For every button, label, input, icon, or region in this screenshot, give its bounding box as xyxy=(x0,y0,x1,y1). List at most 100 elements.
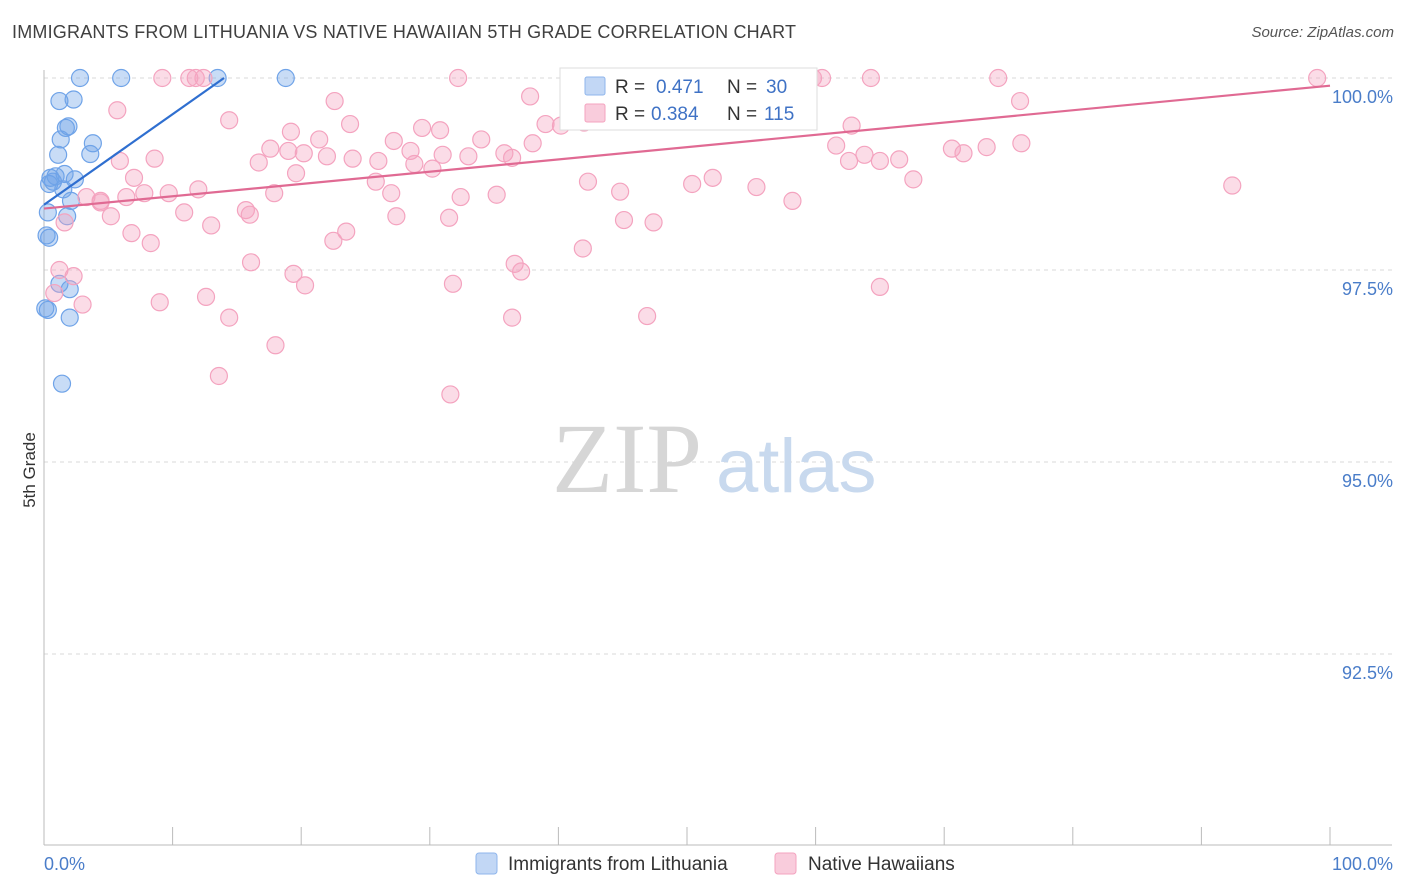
hawaiian-point-43 xyxy=(369,151,388,171)
hawaiian-point-1 xyxy=(180,68,199,88)
hawaiian-point-64 xyxy=(135,184,154,203)
stats-n-value-hawaiian: 115 xyxy=(764,104,794,125)
hawaiian-point-52 xyxy=(954,144,973,163)
stats-r-value-hawaiian: 0.384 xyxy=(651,104,699,125)
hawaiian-point-41 xyxy=(317,147,337,166)
y-tick-label-1: 97.5% xyxy=(1342,279,1393,299)
hawaiian-point-55 xyxy=(145,149,164,168)
hawaiian-point-42 xyxy=(343,149,362,168)
hawaiian-point-106 xyxy=(611,182,630,201)
hawaiian-point-112 xyxy=(683,174,702,194)
hawaiian-point-90 xyxy=(573,239,592,258)
stats-n-label-lithuania: N = xyxy=(727,77,757,98)
x-tick-label-max: 100.0% xyxy=(1332,854,1393,874)
hawaiian-point-93 xyxy=(45,283,64,303)
hawaiian-point-32 xyxy=(472,130,491,149)
hawaiian-point-31 xyxy=(384,131,403,151)
hawaiian-point-80 xyxy=(439,208,459,227)
stats-n-value-lithuania: 30 xyxy=(766,77,787,98)
hawaiian-point-111 xyxy=(286,164,306,183)
chart-title: IMMIGRANTS FROM LITHUANIA VS NATIVE HAWA… xyxy=(12,22,797,42)
stats-legend-swatch-lithuania xyxy=(584,76,606,96)
stats-legend: R = 0.471 N = 30 R = 0.384 N = 115 xyxy=(559,67,818,131)
y-axis-label: 5th Grade xyxy=(20,432,39,508)
axes xyxy=(43,70,1392,846)
hawaiian-point-13 xyxy=(861,68,880,88)
hawaiian-point-96 xyxy=(196,287,216,306)
y-tick-label-3: 92.5% xyxy=(1342,663,1393,683)
hawaiian-point-29 xyxy=(281,122,301,141)
hawaiian-point-101 xyxy=(870,277,890,296)
lithuania-point-1 xyxy=(112,68,131,88)
hawaiian-point-24 xyxy=(536,114,555,134)
legend-label-lithuania: Immigrants from Lithuania xyxy=(508,854,728,875)
hawaiian-point-104 xyxy=(441,385,460,404)
watermark-zip: ZIP xyxy=(552,403,702,514)
lithuania-trend-line xyxy=(43,77,225,206)
hawaiian-point-102 xyxy=(266,336,285,355)
hawaiian-point-46 xyxy=(459,147,478,166)
hawaiian-point-30 xyxy=(310,130,329,149)
hawaiian-point-15 xyxy=(1308,68,1327,88)
hawaiian-point-77 xyxy=(324,231,343,250)
watermark: ZIP atlas xyxy=(552,403,877,514)
lithuania-point-9 xyxy=(83,134,102,153)
hawaiian-point-97 xyxy=(220,308,239,327)
legend-swatch-lithuania xyxy=(475,852,498,875)
hawaiian-point-72 xyxy=(101,207,120,226)
lithuania-point-15 xyxy=(65,170,84,189)
hawaiian-point-103 xyxy=(209,366,228,386)
lithuania-point-22 xyxy=(37,226,56,245)
hawaiian-point-114 xyxy=(124,168,144,187)
lithuania-point-20 xyxy=(38,203,57,222)
hawaiian-point-70 xyxy=(55,213,74,232)
hawaiian-point-38 xyxy=(261,139,280,158)
hawaiian-point-58 xyxy=(578,172,598,191)
hawaiian-point-53 xyxy=(249,153,268,172)
hawaiian-point-19 xyxy=(108,101,127,120)
hawaiian-point-65 xyxy=(159,184,178,203)
hawaiian-point-60 xyxy=(904,170,923,189)
watermark-atlas: atlas xyxy=(716,424,877,509)
hawaiian-point-92 xyxy=(64,267,83,286)
hawaiian-point-94 xyxy=(73,295,92,314)
hawaiian-point-76 xyxy=(240,205,259,224)
hawaiian-point-48 xyxy=(503,148,522,167)
chart-source: Source: ZipAtlas.com xyxy=(1251,24,1394,41)
stats-r-label-lithuania: R = xyxy=(615,77,645,98)
hawaiian-point-98 xyxy=(443,274,463,293)
x-tick-label-min: 0.0% xyxy=(44,854,85,874)
lithuania-point-29 xyxy=(52,374,72,393)
bottom-legend: Immigrants from Lithuania Native Hawaiia… xyxy=(475,852,955,875)
hawaiian-point-16 xyxy=(521,87,540,106)
hawaiian-point-95 xyxy=(150,293,169,312)
tick-labels: 100.0% 97.5% 95.0% 92.5% 0.0% 100.0% xyxy=(44,87,1393,874)
hawaiian-point-49 xyxy=(855,145,874,164)
lithuania-point-10 xyxy=(49,145,68,164)
hawaiian-point-18 xyxy=(1010,91,1030,111)
lithuania-point-27 xyxy=(38,300,57,320)
stats-r-label-hawaiian: R = xyxy=(615,104,645,125)
gridlines xyxy=(44,77,1392,655)
hawaiian-point-107 xyxy=(405,154,424,174)
hawaiian-point-21 xyxy=(340,114,360,134)
hawaiian-point-57 xyxy=(423,159,442,178)
hawaiian-point-37 xyxy=(1012,134,1031,153)
hawaiian-point-28 xyxy=(842,116,861,135)
hawaiian-point-89 xyxy=(512,262,531,281)
hawaiian-point-85 xyxy=(241,253,261,272)
hawaiian-point-51 xyxy=(890,150,909,169)
hawaiian-point-3 xyxy=(194,68,213,88)
legend-swatch-hawaiian xyxy=(774,852,797,875)
hawaiian-point-22 xyxy=(412,118,432,138)
hawaiian-point-0 xyxy=(153,68,172,88)
hawaiian-point-108 xyxy=(703,168,722,187)
hawaiian-point-61 xyxy=(1223,176,1242,195)
lithuania-point-0 xyxy=(70,68,90,88)
hawaiian-point-17 xyxy=(325,91,344,111)
lithuania-point-17 xyxy=(43,172,63,191)
hawaiian-point-23 xyxy=(430,121,450,140)
stats-n-label-hawaiian: N = xyxy=(727,104,757,125)
hawaiian-point-68 xyxy=(451,187,470,207)
